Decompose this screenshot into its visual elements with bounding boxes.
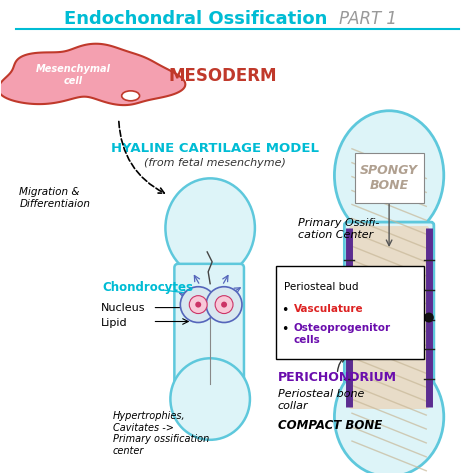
Circle shape xyxy=(180,287,216,322)
Text: SPONGY
BONE: SPONGY BONE xyxy=(360,164,418,192)
Text: Osteoprogenitor
cells: Osteoprogenitor cells xyxy=(294,323,391,345)
Ellipse shape xyxy=(170,358,250,440)
Text: Chondrocytes: Chondrocytes xyxy=(103,281,194,294)
Circle shape xyxy=(221,301,227,308)
Text: Lipid: Lipid xyxy=(101,319,128,328)
Text: HYALINE CARTILAGE MODEL: HYALINE CARTILAGE MODEL xyxy=(111,142,319,155)
Text: PART 1: PART 1 xyxy=(339,10,397,28)
Ellipse shape xyxy=(335,357,444,474)
Text: Primary Ossifi-
cation Center: Primary Ossifi- cation Center xyxy=(298,218,379,240)
FancyBboxPatch shape xyxy=(356,154,424,203)
Circle shape xyxy=(215,296,233,313)
FancyBboxPatch shape xyxy=(345,222,434,412)
Text: •: • xyxy=(282,323,293,337)
FancyBboxPatch shape xyxy=(276,266,424,359)
Text: Periosteal bone
collar: Periosteal bone collar xyxy=(278,389,364,410)
Text: MESODERM: MESODERM xyxy=(168,67,277,85)
Circle shape xyxy=(189,296,207,313)
Ellipse shape xyxy=(335,111,444,240)
Text: PERICHONDRIUM: PERICHONDRIUM xyxy=(278,371,397,384)
Circle shape xyxy=(345,312,354,322)
Text: •: • xyxy=(282,304,293,317)
Text: Periosteal bud: Periosteal bud xyxy=(284,282,358,292)
Text: (from fetal mesenchyme): (from fetal mesenchyme) xyxy=(144,158,286,168)
Circle shape xyxy=(424,312,434,322)
Text: Nucleus: Nucleus xyxy=(101,302,146,312)
Text: COMPACT BONE: COMPACT BONE xyxy=(278,419,382,432)
Circle shape xyxy=(206,287,242,322)
Text: Mesenchymal
cell: Mesenchymal cell xyxy=(36,64,110,86)
Text: Migration &
Differentiaion: Migration & Differentiaion xyxy=(19,187,90,209)
FancyBboxPatch shape xyxy=(174,264,244,391)
Text: Vasculature: Vasculature xyxy=(294,304,363,314)
Ellipse shape xyxy=(122,91,139,101)
Polygon shape xyxy=(0,44,185,105)
Circle shape xyxy=(195,301,201,308)
Text: Endochondral Ossification: Endochondral Ossification xyxy=(64,10,327,28)
FancyBboxPatch shape xyxy=(349,226,429,409)
Ellipse shape xyxy=(165,178,255,278)
Text: Hypertrophies,
Cavitates ->
Primary ossification
center: Hypertrophies, Cavitates -> Primary ossi… xyxy=(113,411,209,456)
